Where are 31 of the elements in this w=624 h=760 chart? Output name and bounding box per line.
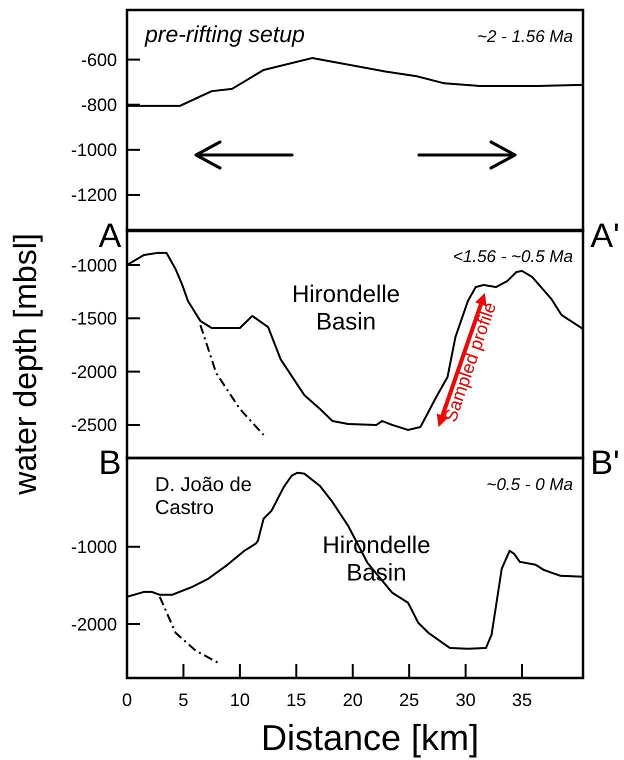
y-tick-label: -1000 [70, 537, 117, 558]
line-series [199, 324, 265, 436]
text: ~2 - 1.56 Ma [477, 27, 573, 46]
annotation: D. João de Castro [155, 474, 252, 519]
y-axis-title: water depth [mbsl] [7, 233, 43, 496]
text: pre-rifting setup [144, 21, 306, 47]
text: ~0.5 - 0 Ma [486, 475, 573, 494]
x-tick-label: 35 [512, 690, 532, 710]
x-tick-label: 0 [122, 690, 132, 710]
x-tick-label: 10 [230, 690, 250, 710]
x-tick-label: 15 [286, 690, 306, 710]
text: <1.56 - ~0.5 Ma [452, 247, 573, 266]
y-tick-label: -2500 [70, 415, 117, 436]
text: B [98, 444, 122, 482]
text: B' [590, 444, 620, 482]
y-tick-label: -1200 [70, 185, 117, 206]
x-tick-label: 20 [342, 690, 363, 710]
y-tick-label: -600 [80, 50, 117, 70]
y-tick-label: -2000 [70, 362, 117, 382]
y-tick-label: -1000 [70, 140, 117, 160]
x-axis-title: Distance [km] [260, 717, 480, 758]
text: A [98, 217, 122, 255]
y-tick-label: -1000 [70, 255, 117, 276]
annotation: Hirondelle Basin [292, 281, 400, 336]
x-tick-label: 30 [456, 690, 476, 710]
text: A' [590, 217, 620, 255]
x-tick-label: 5 [178, 690, 188, 710]
y-tick-label: -2000 [70, 614, 117, 634]
y-tick-label: -800 [80, 95, 117, 116]
x-tick-label: 25 [399, 690, 420, 710]
y-tick-label: -1500 [70, 308, 117, 329]
